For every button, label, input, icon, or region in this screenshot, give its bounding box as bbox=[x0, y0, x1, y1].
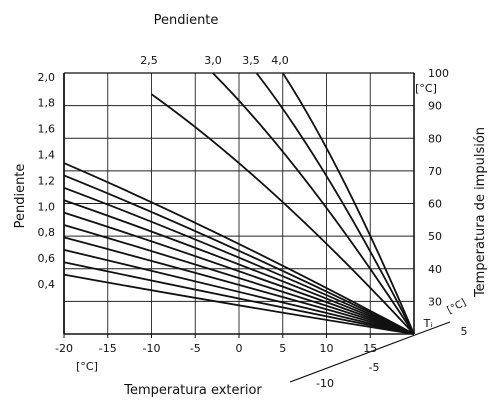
series-line bbox=[150, 93, 415, 335]
left-tick-label: 1,0 bbox=[38, 200, 56, 213]
series-line bbox=[63, 224, 415, 335]
left-tick-label: 1,2 bbox=[38, 174, 56, 187]
left-tick-label: 0,8 bbox=[38, 226, 56, 239]
x-tick-label: 0 bbox=[236, 342, 243, 355]
offset-axis-unit: [°C] bbox=[446, 297, 469, 316]
series-line bbox=[63, 273, 415, 335]
left-tick-label: 1,6 bbox=[38, 123, 56, 136]
offset-axis-symbol: Tᵢ bbox=[423, 317, 433, 330]
offset-tick-label: 5 bbox=[461, 325, 468, 338]
x-tick-label: 10 bbox=[320, 342, 334, 355]
y-tick-label: 50 bbox=[428, 230, 442, 243]
offset-axis-line bbox=[289, 334, 416, 383]
right-y-axis-label: Temperatura de impulsión bbox=[473, 127, 488, 298]
y-tick-label: 40 bbox=[428, 263, 442, 276]
left-tick-label: 0,4 bbox=[38, 278, 56, 291]
left-y-axis-label: Pendiente bbox=[13, 164, 28, 229]
series-line bbox=[63, 174, 415, 335]
left-tick-label: 1,8 bbox=[38, 97, 56, 110]
top-tick-label: 4,0 bbox=[271, 54, 289, 67]
series-line bbox=[63, 162, 415, 335]
x-tick-label: -10 bbox=[143, 342, 161, 355]
y-tick-label: 70 bbox=[428, 165, 442, 178]
y-axis-unit: [°C] bbox=[415, 82, 437, 95]
x-tick-label: -15 bbox=[99, 342, 117, 355]
chart-title: Pendiente bbox=[154, 13, 219, 28]
series-line bbox=[63, 236, 415, 335]
offset-axis-unit-group: [°C] bbox=[446, 297, 469, 316]
top-tick-label: 3,5 bbox=[242, 54, 260, 67]
series-line bbox=[63, 261, 415, 335]
x-axis-label: Temperatura exterior bbox=[123, 383, 262, 398]
left-tick-label: 2,0 bbox=[38, 71, 56, 84]
top-tick-label: 2,5 bbox=[140, 54, 158, 67]
series-line bbox=[63, 199, 415, 335]
series-line bbox=[63, 211, 415, 335]
series-line bbox=[63, 248, 415, 335]
x-tick-label: 5 bbox=[279, 342, 286, 355]
axes-layer: -20 -15 -10 -5 0 5 10 15 30 40 50 60 70 80 90 100 0,4 0,6… bbox=[38, 54, 450, 355]
offset-axis-end-line bbox=[414, 321, 451, 336]
x-tick-label: -5 bbox=[190, 342, 201, 355]
x-tick-label: -20 bbox=[55, 342, 73, 355]
series-line bbox=[63, 186, 415, 335]
offset-tick-label: -10 bbox=[316, 377, 334, 390]
y-tick-label: 80 bbox=[428, 132, 442, 145]
series-line bbox=[255, 72, 415, 335]
series-line bbox=[212, 72, 415, 335]
y-tick-label: 90 bbox=[428, 100, 442, 113]
y-tick-label: 30 bbox=[428, 295, 442, 308]
left-tick-label: 1,4 bbox=[38, 149, 56, 162]
grid-lines bbox=[63, 72, 415, 335]
x-tick-label: 15 bbox=[363, 342, 377, 355]
top-tick-label: 3,0 bbox=[204, 54, 222, 67]
y-tick-label: 100 bbox=[428, 67, 449, 80]
x-axis-unit: [°C] bbox=[76, 360, 98, 373]
series-line bbox=[281, 72, 415, 335]
series-layer bbox=[63, 72, 415, 335]
y-tick-label: 60 bbox=[428, 198, 442, 211]
offset-tick-label: -5 bbox=[369, 361, 380, 374]
left-tick-label: 0,6 bbox=[38, 252, 56, 265]
